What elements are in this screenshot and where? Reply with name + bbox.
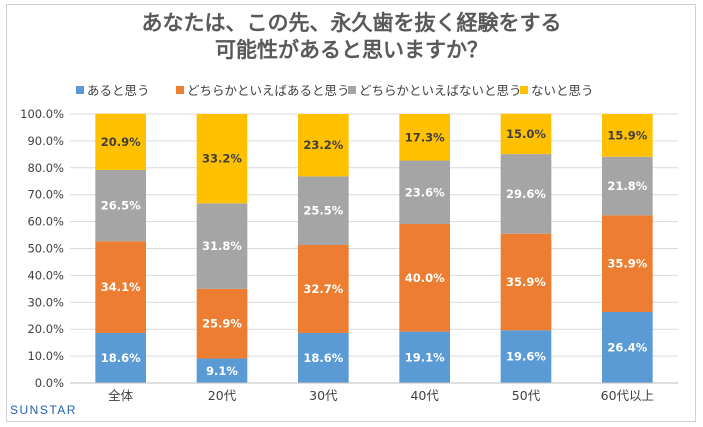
- legend-label: どちらかといえばないと思う: [359, 83, 522, 98]
- bar-segment: [95, 332, 146, 383]
- legend-swatch: [348, 86, 356, 94]
- x-tick-label: 30代: [309, 388, 338, 403]
- bar-segment: [602, 215, 653, 312]
- legend-label: ないと思う: [531, 83, 594, 98]
- chart-title: あなたは、この先、永久歯を抜く経験をする 可能性があると思いますか？: [0, 10, 703, 64]
- chart-title-line-2: 可能性があると思いますか？: [215, 38, 488, 62]
- x-tick-label: 全体: [108, 388, 134, 403]
- bar-segment: [95, 169, 146, 242]
- data-label: 23.2%: [303, 138, 343, 152]
- y-tick-label: 0.0%: [35, 376, 64, 390]
- data-label: 21.8%: [607, 179, 647, 193]
- bar-segment: [500, 113, 552, 155]
- brand-logo: SUNSTAR: [10, 403, 77, 417]
- bar-segment: [298, 332, 349, 383]
- y-tick-label: 30.0%: [27, 295, 64, 309]
- bar-segment: [500, 330, 552, 383]
- y-tick-label: 80.0%: [27, 161, 64, 175]
- data-label: 15.0%: [506, 127, 546, 141]
- data-label: 35.9%: [607, 257, 647, 271]
- data-label: 35.9%: [506, 275, 546, 289]
- data-label: 33.2%: [202, 152, 242, 166]
- x-tick-label: 60代以上: [601, 388, 654, 403]
- data-label: 25.9%: [202, 317, 242, 331]
- data-label: 18.6%: [303, 351, 343, 365]
- data-label: 23.6%: [405, 185, 445, 199]
- y-tick-label: 70.0%: [27, 188, 64, 202]
- data-label: 40.0%: [405, 271, 445, 285]
- data-label: 29.6%: [506, 187, 546, 201]
- legend-swatch: [176, 86, 184, 94]
- y-tick-label: 100.0%: [20, 107, 64, 121]
- y-tick-label: 20.0%: [27, 322, 64, 336]
- data-label: 20.9%: [101, 135, 141, 149]
- bar-segment: [399, 224, 450, 332]
- data-label: 32.7%: [303, 282, 343, 296]
- bar-segment: [196, 358, 248, 383]
- bar-segment: [602, 156, 653, 216]
- data-label: 15.9%: [607, 128, 647, 142]
- bar-segment: [298, 245, 349, 333]
- data-label: 18.6%: [101, 351, 141, 365]
- bar-segment: [196, 114, 248, 204]
- data-label: 9.1%: [206, 364, 238, 378]
- data-label: 34.1%: [101, 280, 141, 294]
- bar-segment: [95, 241, 146, 333]
- bar-segment: [399, 331, 450, 383]
- data-label: 26.4%: [607, 340, 647, 354]
- legend-swatch: [76, 86, 84, 94]
- data-label: 19.1%: [405, 350, 445, 364]
- bar-segment: [602, 311, 653, 383]
- y-tick-label: 90.0%: [27, 134, 64, 148]
- bar-segment: [196, 288, 248, 359]
- bar-segment: [500, 154, 552, 234]
- bar-segment: [95, 113, 146, 170]
- x-tick-label: 40代: [410, 388, 439, 403]
- y-tick-label: 60.0%: [27, 215, 64, 229]
- y-tick-label: 40.0%: [27, 268, 64, 282]
- bar-segment: [298, 176, 349, 246]
- legend-swatch: [520, 86, 528, 94]
- data-label: 26.5%: [101, 199, 141, 213]
- data-label: 25.5%: [303, 204, 343, 218]
- y-tick-label: 10.0%: [27, 349, 64, 363]
- bar-segment: [196, 203, 248, 289]
- legend-label: あると思う: [87, 83, 150, 98]
- data-label: 19.6%: [506, 350, 546, 364]
- bar-segment: [298, 114, 349, 177]
- legend-label: どちらかといえばあると思う: [187, 83, 350, 98]
- data-label: 31.8%: [202, 239, 242, 253]
- x-tick-label: 50代: [512, 388, 541, 403]
- bar-segment: [399, 160, 450, 225]
- y-tick-label: 50.0%: [27, 242, 64, 256]
- x-tick-label: 20代: [208, 388, 237, 403]
- bar-segment: [399, 114, 450, 161]
- bar-segment: [602, 114, 653, 157]
- chart-title-line-1: あなたは、この先、永久歯を抜く経験をする: [141, 11, 562, 35]
- data-label: 17.3%: [405, 130, 445, 144]
- bar-segment: [500, 233, 552, 331]
